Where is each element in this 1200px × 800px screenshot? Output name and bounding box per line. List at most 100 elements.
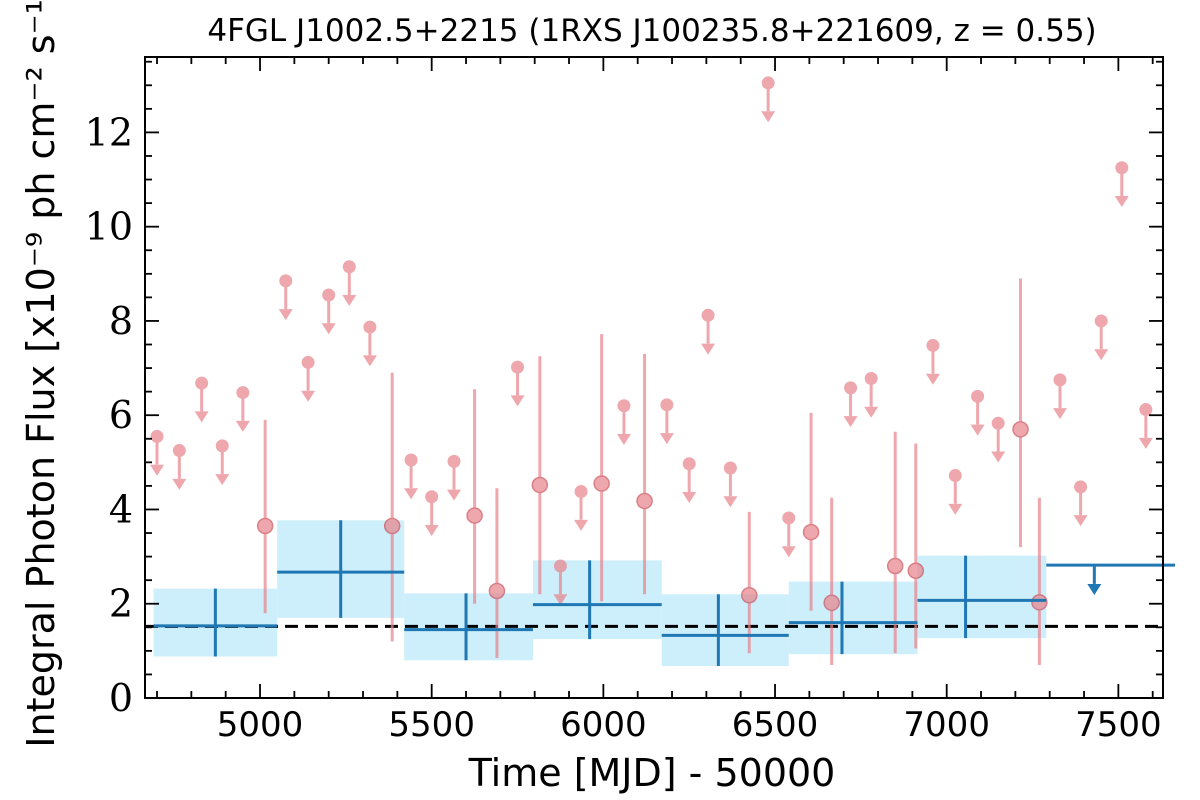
short-bin-upper-limit xyxy=(362,320,377,367)
long-bin-band xyxy=(788,581,918,655)
short-bin-marker xyxy=(574,485,588,499)
short-bin-marker xyxy=(279,274,293,288)
short-bin-upper-limit xyxy=(701,308,716,355)
long-bin-bands-layer xyxy=(153,520,1047,666)
long-bin-upper-limit xyxy=(1046,563,1176,595)
short-bin-marker xyxy=(1139,403,1153,417)
short-bin-upper-limit xyxy=(723,461,738,508)
upper-limit-arrow xyxy=(843,416,858,428)
short-bin-marker xyxy=(782,511,796,525)
upper-limit-arrow xyxy=(781,546,796,558)
short-bin-upper-limit xyxy=(781,511,796,558)
upper-limit-arrow xyxy=(404,488,419,500)
upper-limit-arrow xyxy=(553,594,568,606)
upper-limit-arrow xyxy=(925,373,940,385)
upper-limit-arrow xyxy=(150,464,165,476)
short-bin-detection xyxy=(907,443,925,649)
long-bin-point xyxy=(277,520,405,618)
short-bin-marker xyxy=(844,381,858,395)
short-bin-detection xyxy=(802,412,820,611)
short-bin-marker xyxy=(301,355,315,369)
short-bin-upper-limit xyxy=(761,76,776,123)
upper-limit-arrow xyxy=(362,355,377,367)
upper-limit-arrow xyxy=(991,451,1006,463)
long-bin-point xyxy=(788,581,918,655)
short-bin-marker xyxy=(1012,421,1029,438)
short-bin-marker xyxy=(864,371,878,385)
short-bin-marker xyxy=(948,469,962,483)
short-bin-upper-limit xyxy=(172,444,187,490)
y-axis-label: Integral Photon Flux [x10⁻⁹ ph cm⁻² s⁻¹] xyxy=(19,0,63,748)
upper-limit-arrow xyxy=(510,395,525,407)
upper-limit-arrow xyxy=(723,496,738,508)
upper-limit-arrow xyxy=(342,295,357,307)
y-tick-label: 0 xyxy=(109,676,133,720)
short-bin-detection xyxy=(636,353,653,595)
long-bin-point xyxy=(532,560,662,640)
long-bin-point xyxy=(404,593,533,661)
short-bin-marker xyxy=(1115,161,1129,175)
short-bin-upper-limit xyxy=(659,398,674,445)
upper-limit-arrow xyxy=(447,489,462,501)
short-bin-marker xyxy=(971,389,985,403)
short-bin-marker xyxy=(215,439,229,453)
upper-limit-arrow xyxy=(1073,515,1088,527)
upper-limit-arrow xyxy=(970,424,985,436)
long-bin-point xyxy=(917,555,1047,639)
chart-title: 4FGL J1002.5+2215 (1RXS J100235.8+221609… xyxy=(207,13,1096,49)
x-tick-label: 7000 xyxy=(903,705,990,745)
axis-ticks: 5000 5500 6000 6500 7000 7500 0 2 4 6 8 10 12 xyxy=(85,57,1163,745)
short-bin-detection xyxy=(886,431,904,654)
short-bin-marker xyxy=(172,444,186,458)
upper-limit-arrow xyxy=(574,519,589,531)
short-bin-marker xyxy=(322,288,336,302)
short-bin-detection xyxy=(383,372,401,642)
x-tick-label: 6500 xyxy=(732,705,819,745)
short-bin-upper-limit xyxy=(553,559,568,606)
short-bin-upper-limit xyxy=(404,453,419,500)
long-bin-point xyxy=(661,594,789,666)
short-bin-marker xyxy=(1094,314,1108,328)
short-bin-marker xyxy=(531,476,549,494)
short-bin-marker xyxy=(991,416,1005,430)
short-bin-upper-limit xyxy=(1094,314,1109,361)
short-bin-marker xyxy=(723,461,737,475)
short-bin-upper-limit xyxy=(447,454,462,501)
short-bin-upper-limit xyxy=(278,274,293,321)
short-bin-marker xyxy=(342,260,356,274)
short-bin-upper-limit xyxy=(235,386,250,432)
short-bin-upper-limit xyxy=(1114,161,1129,208)
short-bin-upper-limit xyxy=(682,457,697,504)
plot-frame xyxy=(144,56,1164,699)
short-bin-upper-limit xyxy=(574,485,589,531)
upper-limit-arrow xyxy=(1094,349,1109,361)
upper-limit-arrow xyxy=(321,323,336,335)
short-bin-marker xyxy=(553,559,567,573)
upper-limit-arrow xyxy=(1087,583,1102,595)
short-bin-upper-limit xyxy=(925,338,940,385)
upper-limit-arrow xyxy=(1114,196,1129,208)
short-bin-upper-limit xyxy=(342,260,357,307)
long-bins-layer xyxy=(153,520,1176,666)
short-bin-marker xyxy=(383,517,401,535)
short-bin-marker xyxy=(741,587,758,604)
short-bin-upper-limit xyxy=(215,439,230,486)
short-bin-marker xyxy=(823,594,840,612)
short-bin-detection xyxy=(1031,497,1048,666)
x-tick-label: 6000 xyxy=(560,705,647,745)
short-bin-marker xyxy=(236,386,250,400)
short-bin-upper-limit xyxy=(150,429,165,476)
short-bin-detection xyxy=(466,389,483,604)
x-tick-label: 5000 xyxy=(217,705,304,745)
short-bin-upper-limit xyxy=(948,469,963,515)
short-bin-upper-limit xyxy=(864,371,879,418)
short-bin-marker xyxy=(802,523,820,541)
short-bin-upper-limit xyxy=(1138,403,1153,449)
upper-limit-arrow xyxy=(194,411,209,423)
short-bin-marker xyxy=(701,308,715,322)
short-bin-marker xyxy=(926,338,940,352)
short-bin-marker xyxy=(660,398,674,412)
upper-limit-arrow xyxy=(1138,437,1153,449)
y-tick-label: 2 xyxy=(109,582,133,626)
short-bin-marker xyxy=(682,457,696,471)
